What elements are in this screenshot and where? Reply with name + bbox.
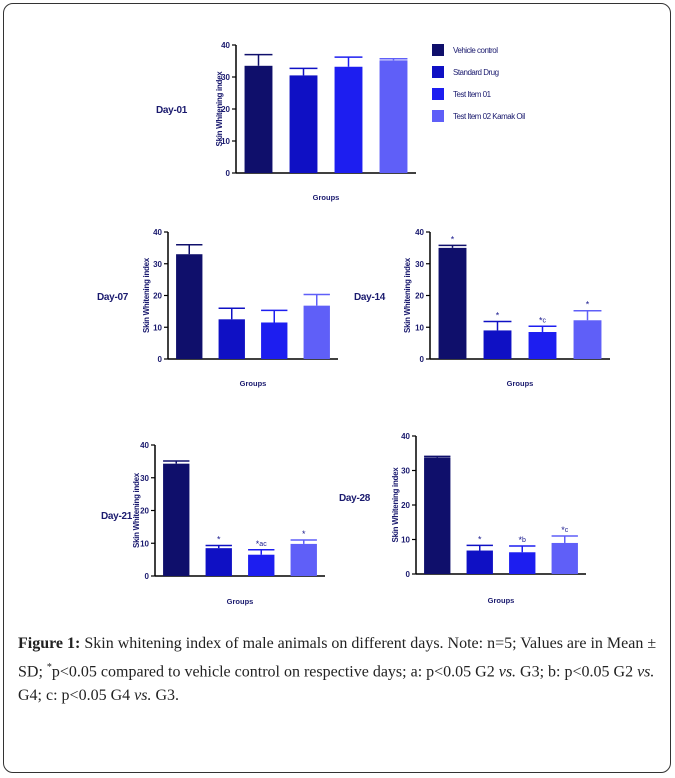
caption-superscript: * — [46, 662, 52, 673]
legend-label: Vehicle control — [453, 45, 498, 55]
y-tick-label: 0 — [226, 169, 231, 178]
significance-label: *c — [539, 315, 547, 325]
caption-figure-label: Figure 1: — [18, 635, 81, 652]
y-tick-label: 20 — [401, 501, 410, 510]
caption-vs: vs. — [498, 663, 517, 681]
y-tick-label: 30 — [221, 73, 230, 82]
caption-text: Skin whitening index of male animals on … — [18, 635, 657, 681]
legend: Vehicle control Standard Drug Test Item … — [432, 42, 602, 130]
legend-swatch — [432, 44, 444, 56]
bar — [483, 330, 512, 359]
significance-label: * — [586, 300, 590, 310]
y-tick-label: 30 — [415, 260, 424, 269]
bar — [424, 457, 451, 574]
chart-day-28: Day-28 Skin Whitening index 0 10 20 30 40 * *b *c… — [339, 432, 586, 605]
legend-swatch — [432, 66, 444, 78]
caption-text: G4; c: p<0.05 G4 — [18, 687, 135, 705]
legend-label: Test Item 02 Kamak Oil — [453, 111, 525, 121]
chart-title: Day-21 — [101, 511, 133, 522]
y-tick-label: 0 — [406, 570, 411, 579]
figure-caption: Figure 1: Skin whitening index of male a… — [18, 632, 658, 708]
caption-text: G3; b: p<0.05 G2 — [516, 663, 638, 681]
y-tick-label: 10 — [401, 536, 410, 545]
chart-day-21: Day-21 Skin Whitening index 0 10 20 30 40 * *ac *… — [101, 441, 325, 606]
bar — [163, 463, 190, 576]
legend-item: Test Item 02 Kamak Oil — [432, 108, 602, 124]
bar — [176, 254, 203, 359]
bar — [509, 552, 536, 574]
bar — [303, 305, 330, 359]
significance-label: *b — [519, 535, 527, 545]
chart-title: Day-28 — [339, 493, 371, 504]
bar — [379, 60, 408, 173]
chart-title: Day-01 — [156, 105, 188, 116]
y-axis-label: Skin Whitening index — [403, 257, 412, 333]
y-tick-label: 10 — [415, 323, 424, 332]
significance-label: * — [451, 234, 455, 244]
y-tick-label: 30 — [401, 467, 410, 476]
chart-day-14: Day-14 Skin Whitening index 0 10 20 30 40 * * *c *… — [354, 228, 610, 388]
bar — [551, 542, 578, 574]
legend-item: Standard Drug — [432, 64, 602, 80]
bar — [334, 66, 363, 173]
significance-label: * — [496, 311, 500, 321]
significance-label: *ac — [256, 539, 267, 549]
y-tick-label: 20 — [140, 507, 149, 516]
bar — [205, 548, 232, 576]
bar — [248, 554, 275, 576]
significance-label: * — [217, 535, 221, 545]
significance-label: *c — [561, 525, 569, 535]
y-tick-label: 20 — [221, 105, 230, 114]
bar — [573, 320, 602, 359]
caption-text: G3. — [151, 687, 180, 705]
bar — [290, 543, 317, 576]
legend-label: Standard Drug — [453, 67, 499, 77]
chart-day-07: Day-07 Skin Whitening index 0 10 20 30 40 Group… — [97, 228, 338, 388]
chart-title: Day-14 — [354, 292, 386, 303]
significance-label: * — [302, 529, 306, 539]
legend-item: Vehicle control — [432, 42, 602, 58]
x-axis-label: Groups — [240, 379, 267, 388]
x-axis-label: Groups — [507, 379, 534, 388]
bar — [261, 322, 288, 359]
x-axis-label: Groups — [227, 597, 254, 606]
y-tick-label: 40 — [153, 228, 162, 237]
y-tick-label: 10 — [221, 137, 230, 146]
y-tick-label: 40 — [140, 441, 149, 450]
chart-title: Day-07 — [97, 292, 129, 303]
caption-vs: vs. — [637, 663, 655, 681]
y-axis-label: Skin Whitening index — [215, 71, 224, 147]
y-axis-label: Skin Whitening index — [391, 467, 400, 543]
y-tick-label: 20 — [153, 292, 162, 301]
legend-swatch — [432, 110, 444, 122]
bar — [528, 332, 557, 359]
y-tick-label: 30 — [140, 474, 149, 483]
bar — [218, 319, 245, 359]
legend-label: Test Item 01 — [453, 89, 491, 99]
y-tick-label: 0 — [420, 355, 425, 364]
y-tick-label: 40 — [221, 41, 230, 50]
bar — [289, 75, 318, 173]
y-tick-label: 10 — [153, 323, 162, 332]
caption-vs: vs. — [134, 687, 152, 705]
chart-day-01: Day-01 Skin Whitening index 0 10 20 30 40 Group… — [156, 41, 416, 202]
y-axis-label: Skin Whitening index — [142, 257, 151, 333]
y-tick-label: 30 — [153, 260, 162, 269]
caption-text: p<0.05 compared to vehicle control on re… — [51, 663, 499, 681]
legend-swatch — [432, 88, 444, 100]
y-tick-label: 0 — [145, 572, 150, 581]
bar — [438, 247, 467, 359]
significance-label: * — [478, 534, 482, 544]
x-axis-label: Groups — [313, 193, 340, 202]
y-tick-label: 40 — [415, 228, 424, 237]
y-tick-label: 40 — [401, 432, 410, 441]
legend-item: Test Item 01 — [432, 86, 602, 102]
bar — [244, 65, 273, 173]
bar — [466, 550, 493, 574]
y-tick-label: 10 — [140, 539, 149, 548]
y-tick-label: 0 — [158, 355, 163, 364]
y-axis-label: Skin Whitening index — [132, 472, 141, 548]
x-axis-label: Groups — [488, 596, 515, 605]
y-tick-label: 20 — [415, 292, 424, 301]
